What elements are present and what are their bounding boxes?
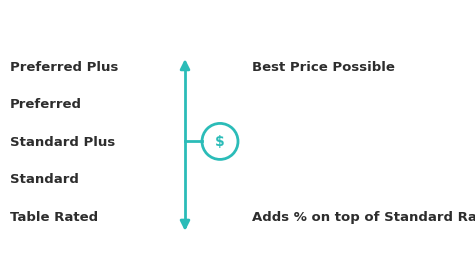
Text: Adds % on top of Standard Rate: Adds % on top of Standard Rate (252, 210, 475, 223)
Text: Table Rated: Table Rated (10, 210, 98, 223)
Text: Standard Plus: Standard Plus (10, 135, 115, 148)
Text: Preferred: Preferred (10, 98, 82, 111)
Text: Standard: Standard (10, 173, 79, 186)
Text: Best Price Possible: Best Price Possible (252, 61, 395, 74)
Text: $: $ (215, 135, 225, 149)
Text: Preferred Plus: Preferred Plus (10, 61, 118, 74)
Text: Life Insurance Risk Classifications: Life Insurance Risk Classifications (14, 12, 358, 30)
